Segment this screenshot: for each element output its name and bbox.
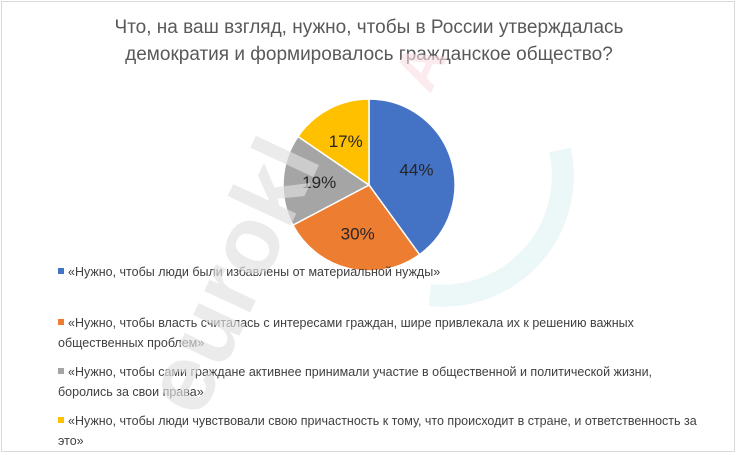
legend-marker-3 [58,368,64,374]
chart-title-line-2: демократия и формировалось гражданское о… [125,44,613,65]
legend-label-4: «Нужно, чтобы люди чувствовали свою прич… [58,414,697,448]
chart-title-line-1: Что, на ваш взгляд, нужно, чтобы в Росси… [114,17,624,38]
legend-label-2: «Нужно, чтобы власть считалась с интерес… [58,316,634,350]
legend-item-1: «Нужно, чтобы люди были избавлены от мат… [58,262,708,282]
legend-item-2: «Нужно, чтобы власть считалась с интерес… [58,313,708,353]
legend-item-3: «Нужно, чтобы сами граждане активнее при… [58,362,708,402]
legend-label-3: «Нужно, чтобы сами граждане активнее при… [58,365,653,399]
legend-marker-1 [58,268,64,274]
legend-marker-4 [58,417,64,423]
chart-title: Что, на ваш взгляд, нужно, чтобы в Росси… [0,14,738,68]
legend-label-1: «Нужно, чтобы люди были избавлены от мат… [68,265,441,279]
legend-item-4: «Нужно, чтобы люди чувствовали свою прич… [58,411,708,451]
legend-marker-2 [58,319,64,325]
